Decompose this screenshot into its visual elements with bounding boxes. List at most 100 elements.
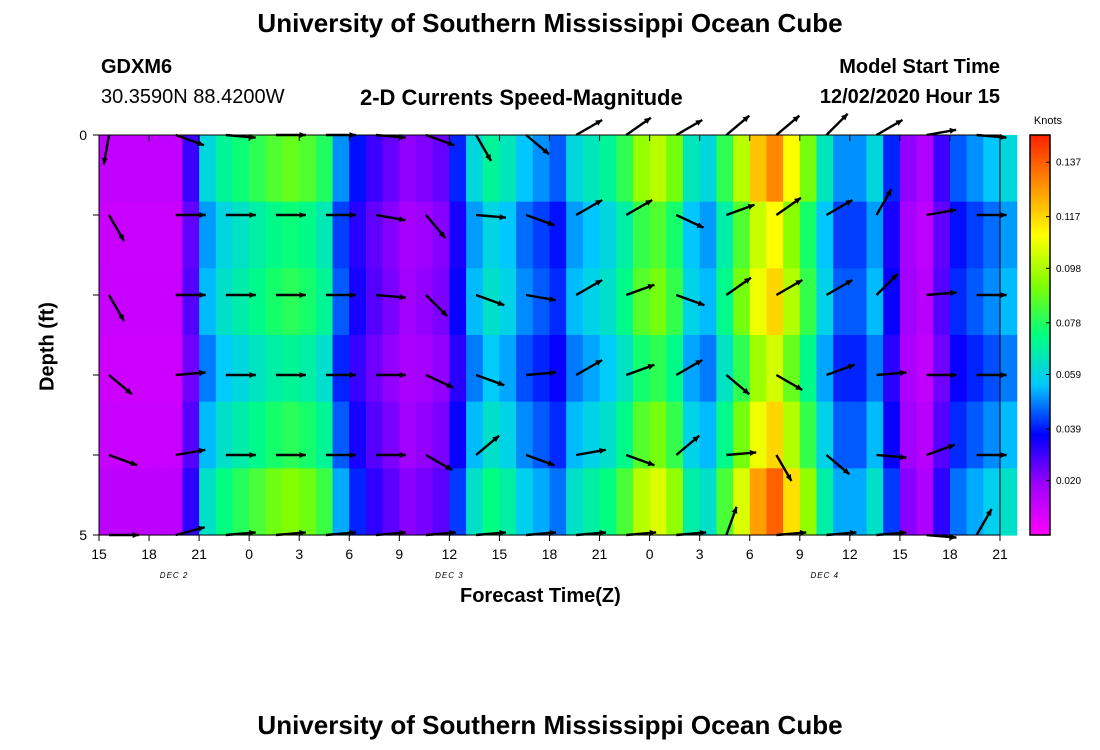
heatmap-cell (282, 135, 300, 203)
heatmap-cell (399, 335, 417, 403)
heatmap-cell (733, 201, 751, 269)
heatmap-cell (315, 135, 334, 203)
heatmap-cell (282, 335, 300, 403)
heatmap-cell (916, 135, 934, 203)
heatmap-cell (649, 468, 667, 536)
heatmap-cell (232, 201, 250, 269)
heatmap-cell (799, 268, 818, 336)
heatmap-cell (516, 335, 534, 403)
current-vector-arrow (625, 198, 653, 217)
heatmap-cell (265, 335, 284, 403)
heatmap-cell (916, 335, 934, 403)
current-vector-arrow (425, 373, 454, 389)
heatmap-cell (449, 401, 467, 469)
heatmap-cell (532, 135, 551, 203)
heatmap-cell (332, 468, 350, 536)
heatmap-cell (899, 401, 918, 469)
heatmap-cell (582, 335, 601, 403)
heatmap-cell (199, 468, 217, 536)
current-vector-arrow (825, 198, 854, 217)
current-vector-arrow (976, 451, 1007, 459)
heatmap-cell (532, 335, 551, 403)
heatmap-cell (215, 135, 234, 203)
model-start-label: Model Start Time (839, 56, 1000, 78)
y-axis-label: Depth (ft) (36, 302, 59, 391)
heatmap-cell (182, 135, 200, 203)
heatmap-cell (933, 335, 951, 403)
heatmap-cell (299, 335, 317, 403)
heatmap-cell (99, 335, 117, 403)
x-tick-label: 12 (842, 546, 858, 562)
heatmap-cell (949, 135, 968, 203)
heatmap-cell (966, 268, 984, 336)
heatmap-cell (232, 468, 250, 536)
heatmap-cell (716, 335, 734, 403)
heatmap-cell (666, 335, 684, 403)
current-vector-arrow (425, 294, 449, 318)
heatmap-cell (149, 401, 167, 469)
y-tick-label: 5 (79, 527, 87, 543)
heatmap-cell (382, 401, 400, 469)
heatmap-cell (616, 335, 634, 403)
current-vector-arrow (175, 211, 206, 219)
heatmap-cell (132, 335, 150, 403)
current-vector-arrow (876, 453, 907, 461)
heatmap-cell (766, 268, 784, 336)
heatmap-cell (983, 268, 1001, 336)
x-tick-label: 21 (992, 546, 1008, 562)
heatmap-cell (232, 335, 250, 403)
current-vector-arrow (625, 116, 652, 136)
heatmap-cell (299, 468, 317, 536)
heatmap-cell (616, 268, 634, 336)
heatmap-cell (332, 135, 350, 203)
current-vector-arrow (675, 118, 703, 137)
heatmap-cell (1000, 468, 1018, 536)
heatmap-cell (516, 401, 534, 469)
current-vector-arrow (775, 114, 801, 136)
heatmap-cell (399, 401, 417, 469)
heatmap-cell (549, 335, 567, 403)
heatmap-cell (649, 268, 667, 336)
heatmap-cell (215, 335, 234, 403)
heatmap-cell (315, 335, 334, 403)
current-vector-arrow (275, 211, 306, 219)
current-vector-arrow (175, 369, 206, 377)
heatmap-cell (365, 335, 384, 403)
heatmap-cell (816, 468, 834, 536)
heatmap-cell (332, 201, 350, 269)
heatmap-cell (249, 201, 267, 269)
current-vector-arrow (675, 434, 701, 456)
chart-title: 2-D Currents Speed-Magnitude (360, 85, 683, 110)
heatmap-cell (516, 468, 534, 536)
heatmap-cell (949, 335, 968, 403)
heatmap-cell (466, 268, 484, 336)
heatmap-cell (566, 135, 584, 203)
current-vector-arrow (876, 369, 907, 377)
current-vector-arrow (425, 214, 447, 239)
heatmap-cell (616, 135, 634, 203)
heatmap-cell (666, 201, 684, 269)
heatmap-cell (1000, 335, 1018, 403)
x-tick-label: 9 (796, 546, 804, 562)
x-tick-label: 15 (91, 546, 107, 562)
current-vector-arrow (926, 371, 957, 379)
heatmap-cell (783, 201, 801, 269)
heatmap-cell (749, 401, 768, 469)
heatmap-cell (699, 335, 717, 403)
heatmap-cell (516, 135, 534, 203)
heatmap-cell (799, 135, 818, 203)
current-vector-arrow (325, 211, 356, 219)
heatmap-cell (632, 401, 651, 469)
heatmap-cell (949, 268, 968, 336)
current-vector-arrow (525, 134, 550, 156)
heatmap-cell (632, 468, 651, 536)
heatmap-cell (382, 201, 400, 269)
current-vector-arrow (225, 211, 256, 219)
current-vector-arrow (625, 363, 655, 377)
x-tick-label: 3 (295, 546, 303, 562)
heatmap-cell (432, 268, 450, 336)
heatmap-cell (582, 201, 601, 269)
heatmap-cell (232, 268, 250, 336)
heatmap-cell (866, 201, 884, 269)
heatmap-cell (449, 135, 467, 203)
